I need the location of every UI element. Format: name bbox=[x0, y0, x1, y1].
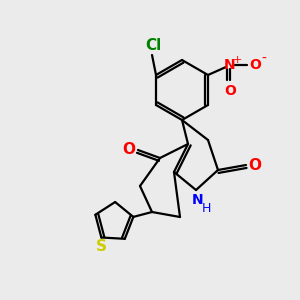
Text: Cl: Cl bbox=[145, 38, 161, 52]
Text: +: + bbox=[232, 55, 242, 65]
Text: O: O bbox=[249, 58, 261, 72]
Text: N: N bbox=[224, 58, 236, 72]
Text: H: H bbox=[201, 202, 211, 214]
Text: O: O bbox=[224, 84, 236, 98]
Text: N: N bbox=[192, 193, 204, 207]
Text: O: O bbox=[248, 158, 262, 172]
Text: S: S bbox=[96, 239, 107, 254]
Text: -: - bbox=[262, 52, 266, 66]
Text: O: O bbox=[122, 142, 136, 158]
